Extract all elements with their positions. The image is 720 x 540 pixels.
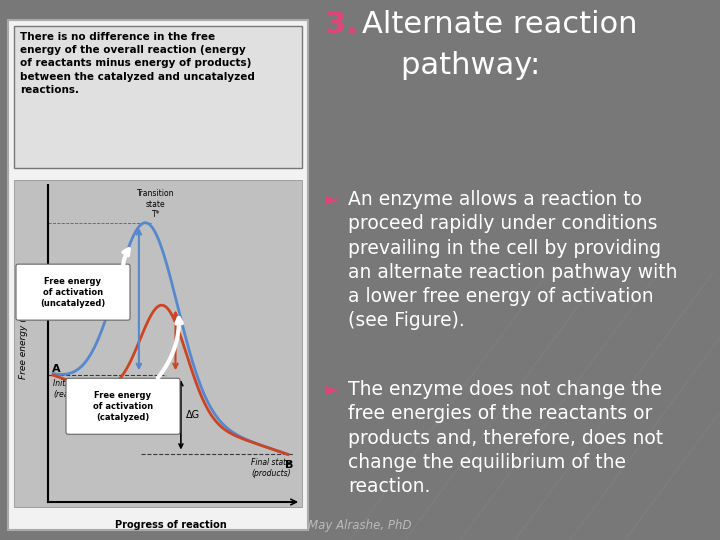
Text: Progress of reaction: Progress of reaction — [114, 520, 226, 530]
Text: B: B — [285, 461, 293, 470]
Text: Final state
(products): Final state (products) — [251, 458, 291, 478]
Bar — [14, 180, 302, 507]
Bar — [8, 20, 308, 530]
Text: Transition
state
T*: Transition state T* — [137, 189, 175, 219]
Text: A: A — [52, 364, 60, 374]
FancyBboxPatch shape — [16, 264, 130, 320]
Text: There is no difference in the free
energy of the overall reaction (energy
of rea: There is no difference in the free energ… — [20, 32, 255, 95]
Text: May Alrashe, PhD: May Alrashe, PhD — [308, 519, 412, 532]
Text: 3.: 3. — [325, 10, 358, 39]
Text: Alternate reaction
    pathway:: Alternate reaction pathway: — [362, 10, 637, 79]
Text: An enzyme allows a reaction to
proceed rapidly under conditions
prevailing in th: An enzyme allows a reaction to proceed r… — [348, 190, 678, 330]
Text: ΔG: ΔG — [186, 410, 200, 420]
Text: Free energy
of activation
(uncatalyzed): Free energy of activation (uncatalyzed) — [40, 276, 106, 308]
FancyBboxPatch shape — [66, 378, 180, 434]
Text: Free energy
of activation
(catalyzed): Free energy of activation (catalyzed) — [93, 390, 153, 422]
Bar — [14, 26, 302, 168]
Text: ►: ► — [325, 190, 339, 208]
Text: ►: ► — [325, 380, 339, 398]
Text: Initial state
(reactants): Initial state (reactants) — [53, 379, 96, 399]
Text: Free energy (G): Free energy (G) — [19, 308, 29, 379]
Text: The enzyme does not change the
free energies of the reactants or
products and, t: The enzyme does not change the free ener… — [348, 380, 663, 496]
